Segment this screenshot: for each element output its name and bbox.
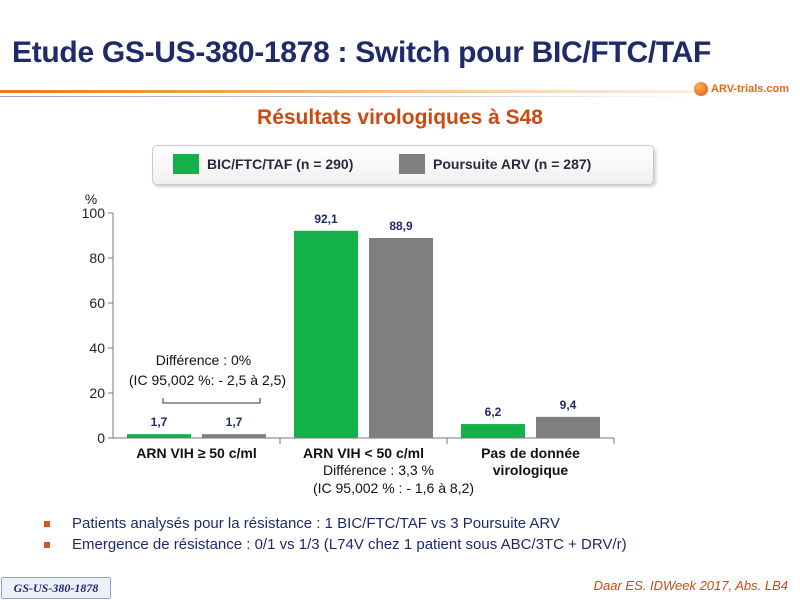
logo-icon <box>694 82 708 96</box>
y-tick-label: 40 <box>89 340 105 356</box>
bullet-text: Emergence de résistance : 0/1 vs 1/3 (L7… <box>72 536 627 553</box>
slide-title: Etude GS-US-380-1878 : Switch pour BIC/F… <box>12 36 712 69</box>
reference-citation: Daar ES. IDWeek 2017, Abs. LB4 <box>593 578 788 593</box>
data-label: 88,9 <box>389 219 413 233</box>
bullet-item: Patients analysés pour la résistance : 1… <box>44 513 627 534</box>
legend-swatch-poursuite <box>399 154 425 174</box>
y-tick-label: 100 <box>82 205 106 221</box>
data-label: 1,7 <box>151 415 168 429</box>
annotation-text: Différence : 3,3 % <box>323 462 434 478</box>
logo-text: ARV-trials.com <box>711 83 790 95</box>
y-tick-label: 60 <box>89 295 105 311</box>
annotation-text: Différence : 0% <box>156 352 251 368</box>
annotation-text: (IC 95,002 %: - 2,5 à 2,5) <box>129 372 286 388</box>
x-category-label: ARN VIH < 50 c/ml <box>303 445 424 461</box>
legend-item-poursuite: Poursuite ARV (n = 287) <box>399 154 591 174</box>
bullet-square-icon <box>44 520 50 527</box>
bullet-list: Patients analysés pour la résistance : 1… <box>44 513 627 555</box>
bar-poursuite <box>202 434 266 438</box>
y-tick-label: 80 <box>89 250 105 266</box>
data-label: 1,7 <box>226 415 243 429</box>
legend-label-bic: BIC/FTC/TAF (n = 290) <box>207 156 354 172</box>
bullet-item: Emergence de résistance : 0/1 vs 1/3 (L7… <box>44 534 627 555</box>
header-divider-secondary <box>0 96 700 97</box>
bullet-text: Patients analysés pour la résistance : 1… <box>72 515 560 532</box>
y-tick-label: 20 <box>89 385 105 401</box>
bar-poursuite <box>536 416 600 438</box>
bar-bic <box>127 434 191 438</box>
x-category-label: Pas de donnée virologique <box>481 445 580 478</box>
legend-item-bic: BIC/FTC/TAF (n = 290) <box>173 154 353 174</box>
bar-bic <box>461 424 525 438</box>
y-tick-label: 0 <box>97 430 105 446</box>
annotation-bracket <box>162 398 261 404</box>
data-label: 6,2 <box>485 405 502 419</box>
bullet-square-icon <box>44 541 50 548</box>
header-divider <box>0 90 800 93</box>
x-category-label: ARN VIH ≥ 50 c/ml <box>136 445 257 461</box>
legend-label-poursuite: Poursuite ARV (n = 287) <box>433 156 592 172</box>
data-label: 92,1 <box>314 212 338 226</box>
bar-poursuite <box>369 237 433 438</box>
annotation-text: (IC 95,002 % : - 1,6 à 8,2) <box>313 480 474 496</box>
study-tag: GS-US-380-1878 <box>1 577 111 599</box>
chart-legend: BIC/FTC/TAF (n = 290) Poursuite ARV (n =… <box>152 145 654 185</box>
chart-subtitle: Résultats virologiques à S48 <box>257 106 543 129</box>
data-label: 9,4 <box>560 398 577 412</box>
bar-bic <box>294 230 358 438</box>
legend-swatch-bic <box>173 154 199 174</box>
site-logo: ARV-trials.com <box>694 80 794 98</box>
y-axis-label: % <box>85 191 97 207</box>
